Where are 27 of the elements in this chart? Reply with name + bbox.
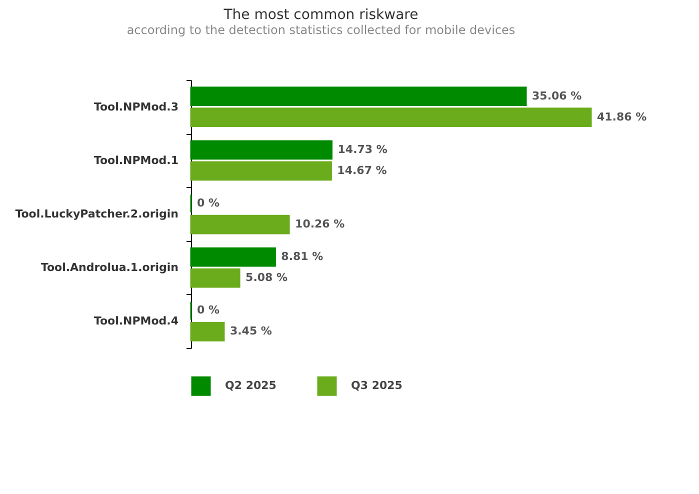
y-tick-label: Tool.NPMod.4: [94, 314, 179, 328]
data-label: 41.86 %: [597, 110, 647, 124]
data-label: 10.26 %: [295, 218, 345, 231]
data-label: 14.73 %: [338, 142, 388, 156]
data-label: 3.45 %: [230, 324, 272, 338]
bar: [190, 140, 333, 160]
y-tick-label: Tool.NPMod.3: [94, 100, 178, 114]
y-tick-label: Tool.Androlua.1.origin: [40, 261, 178, 274]
chart-subtitle: according to the detection statistics collected for mobile devices: [126, 23, 516, 37]
data-label: 0 %: [197, 196, 220, 210]
y-tick-label: Tool.NPMod.1: [94, 154, 178, 167]
y-tick-label: Tool.LuckyPatcher.2.origin: [15, 208, 178, 220]
bar: [190, 108, 592, 127]
bar: [190, 214, 290, 234]
data-label: 8.81 %: [281, 250, 324, 264]
bar: [190, 247, 276, 267]
legend-label: Q2 2025: [225, 379, 276, 392]
chart-title: The most common riskware: [222, 7, 418, 23]
bar: [190, 268, 240, 288]
legend-label: Q3 2025: [351, 379, 402, 392]
data-label: 0 %: [197, 304, 220, 317]
data-label: 5.08 %: [246, 271, 288, 284]
bar: [190, 86, 527, 106]
data-label: 35.06 %: [532, 89, 582, 102]
bar: [190, 161, 332, 181]
bar: [190, 322, 225, 342]
data-label: 14.67 %: [337, 164, 387, 177]
